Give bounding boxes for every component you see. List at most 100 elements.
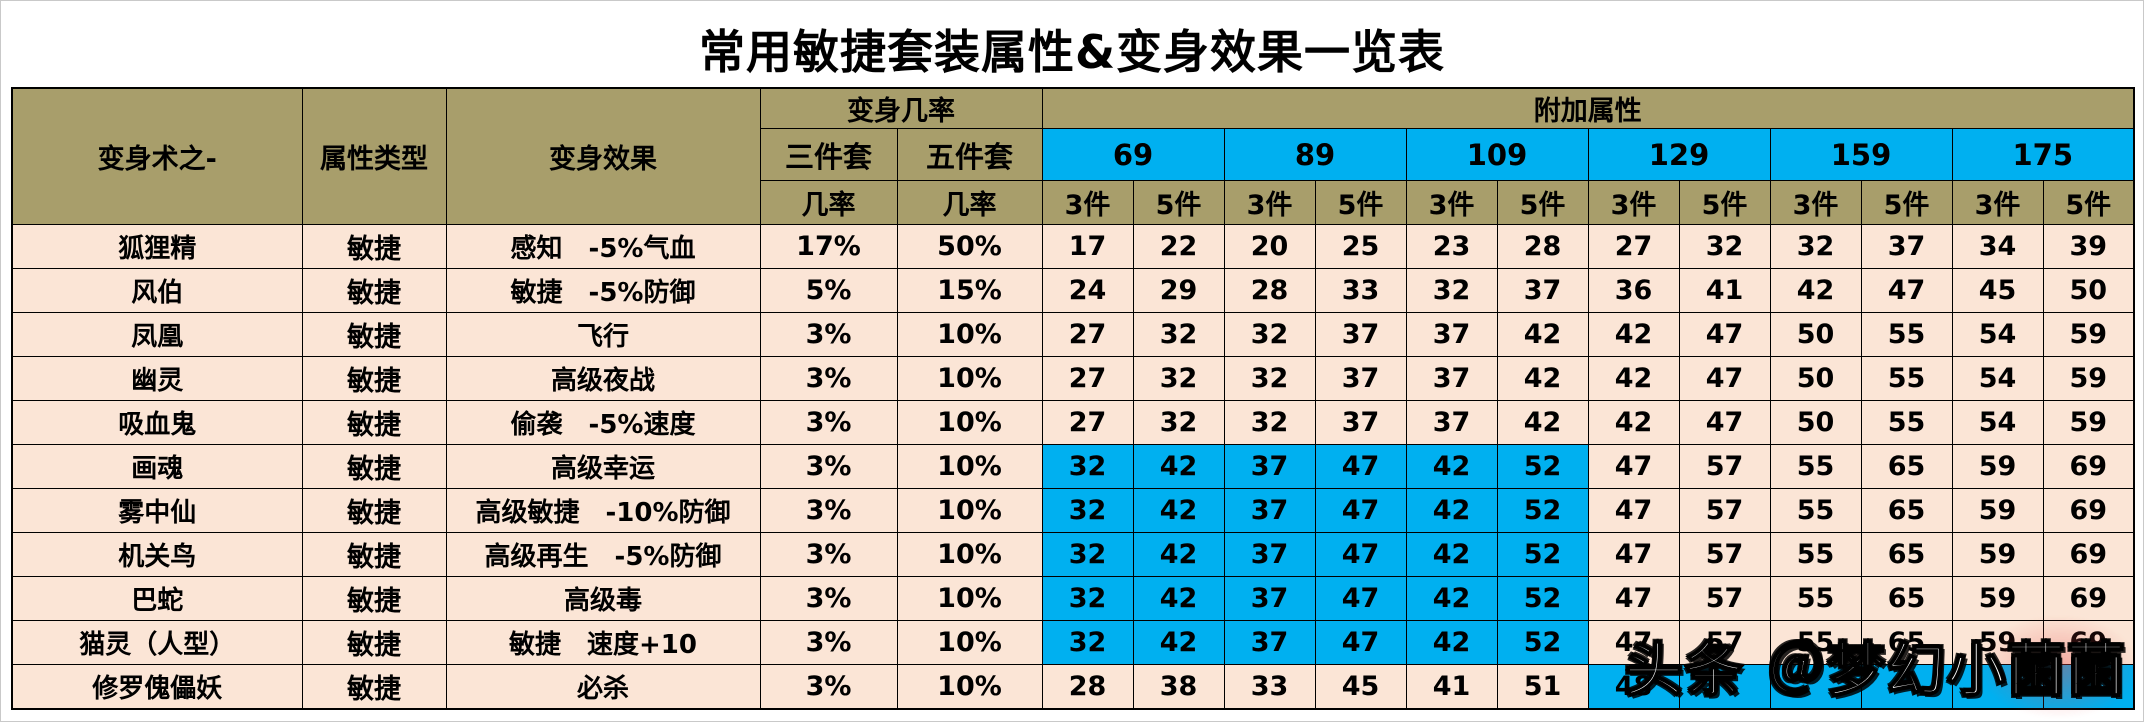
card-name-cell: 风伯 bbox=[11, 268, 303, 313]
header-set5: 五件套 bbox=[896, 128, 1043, 181]
value-cell: 48 bbox=[1587, 664, 1680, 709]
value-cell: 57 bbox=[1678, 532, 1771, 577]
value-cell: 28 bbox=[1496, 224, 1589, 269]
chance-5set-cell: 10% bbox=[896, 532, 1043, 577]
value-cell: 54 bbox=[1951, 312, 2044, 357]
value-cell: 37 bbox=[1860, 224, 1953, 269]
header-level-129: 129 bbox=[1587, 128, 1771, 181]
card-name-cell: 修罗傀儡妖 bbox=[11, 664, 303, 709]
chance-5set-cell: 10% bbox=[896, 488, 1043, 533]
value-cell: 52 bbox=[1496, 532, 1589, 577]
value-cell: 32 bbox=[1041, 576, 1134, 621]
value-cell: 59 bbox=[2042, 400, 2135, 445]
value-cell: 27 bbox=[1041, 312, 1134, 357]
header-level-109: 109 bbox=[1405, 128, 1589, 181]
value-cell: 57 bbox=[1678, 444, 1771, 489]
value-cell: 32 bbox=[1678, 224, 1771, 269]
header-row-levels: 三件套 五件套 69 89 109 129 159 175 bbox=[12, 128, 2135, 181]
card-name-cell: 画魂 bbox=[11, 444, 303, 489]
chance-5set-cell: 50% bbox=[896, 224, 1043, 269]
value-cell bbox=[1951, 664, 2044, 709]
value-cell: 65 bbox=[1860, 532, 1953, 577]
attr-type-cell: 敏捷 bbox=[301, 488, 447, 533]
value-cell: 52 bbox=[1496, 488, 1589, 533]
value-cell: 55 bbox=[1769, 532, 1862, 577]
value-cell: 50 bbox=[1769, 400, 1862, 445]
value-cell: 47 bbox=[1314, 444, 1407, 489]
table-row: 猫灵（人型） 敏捷 敏捷 速度+10 3% 10% 32 42 37 47 42 52 47 57 55 6… bbox=[11, 620, 2135, 665]
card-name-cell: 狐狸精 bbox=[11, 224, 303, 269]
table-body: 狐狸精 敏捷 感知 -5%气血 17% 50% 17 22 20 25 23 28 27 32 32 37 3… bbox=[11, 224, 2135, 709]
chance-5set-cell: 10% bbox=[896, 620, 1043, 665]
header-level-69: 69 bbox=[1041, 128, 1225, 181]
value-cell: 47 bbox=[1678, 312, 1771, 357]
chance-5set-cell: 10% bbox=[896, 400, 1043, 445]
value-cell: 52 bbox=[1496, 620, 1589, 665]
value-cell: 24 bbox=[1041, 268, 1134, 313]
value-cell: 55 bbox=[1769, 444, 1862, 489]
value-cell: 37 bbox=[1314, 400, 1407, 445]
chance-5set-cell: 10% bbox=[896, 576, 1043, 621]
chance-3set-cell: 5% bbox=[759, 268, 898, 313]
value-cell: 23 bbox=[1405, 224, 1498, 269]
chance-3set-cell: 3% bbox=[759, 488, 898, 533]
value-cell: 65 bbox=[1860, 444, 1953, 489]
value-cell: 42 bbox=[1587, 312, 1680, 357]
value-cell: 47 bbox=[1587, 488, 1680, 533]
value-cell: 42 bbox=[1405, 620, 1498, 665]
value-cell: 27 bbox=[1041, 356, 1134, 401]
value-cell: 55 bbox=[1860, 400, 1953, 445]
chance-5set-cell: 10% bbox=[896, 312, 1043, 357]
value-cell: 32 bbox=[1223, 400, 1316, 445]
header-level-89: 89 bbox=[1223, 128, 1407, 181]
value-cell: 59 bbox=[1951, 576, 2044, 621]
effect-cell: 高级再生 -5%防御 bbox=[445, 532, 761, 577]
value-cell: 47 bbox=[1678, 356, 1771, 401]
value-cell: 36 bbox=[1587, 268, 1680, 313]
value-cell: 37 bbox=[1223, 532, 1316, 577]
value-cell: 42 bbox=[1496, 400, 1589, 445]
header-attr-type: 属性类型 bbox=[301, 87, 447, 225]
header-set3: 三件套 bbox=[759, 128, 898, 181]
header-piece5: 5件 bbox=[1860, 180, 1953, 225]
value-cell: 59 bbox=[1951, 444, 2044, 489]
effect-cell: 敏捷 -5%防御 bbox=[445, 268, 761, 313]
effect-cell: 必杀 bbox=[445, 664, 761, 709]
chance-3set-cell: 3% bbox=[759, 532, 898, 577]
chance-3set-cell: 3% bbox=[759, 620, 898, 665]
value-cell: 47 bbox=[1587, 444, 1680, 489]
value-cell: 42 bbox=[1132, 488, 1225, 533]
value-cell: 42 bbox=[1405, 576, 1498, 621]
value-cell: 39 bbox=[2042, 224, 2135, 269]
header-effect: 变身效果 bbox=[445, 87, 761, 225]
attr-type-cell: 敏捷 bbox=[301, 444, 447, 489]
value-cell: 37 bbox=[1314, 312, 1407, 357]
attr-type-cell: 敏捷 bbox=[301, 576, 447, 621]
chance-3set-cell: 17% bbox=[759, 224, 898, 269]
value-cell: 47 bbox=[1860, 268, 1953, 313]
value-cell: 69 bbox=[2042, 488, 2135, 533]
value-cell: 69 bbox=[2042, 444, 2135, 489]
value-cell: 54 bbox=[1951, 400, 2044, 445]
value-cell: 55 bbox=[1860, 312, 1953, 357]
header-chance-5set: 几率 bbox=[896, 180, 1043, 225]
value-cell: 42 bbox=[1132, 620, 1225, 665]
value-cell: 47 bbox=[1314, 532, 1407, 577]
header-chance-group: 变身几率 bbox=[759, 87, 1043, 129]
table-row: 凤凰 敏捷 飞行 3% 10% 27 32 32 37 37 42 42 47 50 55 54 59 bbox=[11, 312, 2135, 357]
value-cell: 47 bbox=[1314, 620, 1407, 665]
chance-3set-cell: 3% bbox=[759, 400, 898, 445]
value-cell: 32 bbox=[1041, 444, 1134, 489]
value-cell: 42 bbox=[1132, 576, 1225, 621]
effect-cell: 高级幸运 bbox=[445, 444, 761, 489]
card-name-cell: 雾中仙 bbox=[11, 488, 303, 533]
value-cell: 27 bbox=[1041, 400, 1134, 445]
value-cell: 37 bbox=[1223, 444, 1316, 489]
header-bonus-group: 附加属性 bbox=[1041, 87, 2135, 129]
header-row-pieces: 几率 几率 3件 5件 3件 5件 3件 5件 3件 5件 3件 5件 3件 5… bbox=[12, 180, 2135, 225]
header-piece5: 5件 bbox=[1314, 180, 1407, 225]
value-cell: 65 bbox=[1860, 620, 1953, 665]
value-cell: 42 bbox=[1132, 532, 1225, 577]
value-cell: 69 bbox=[2042, 576, 2135, 621]
header-piece5: 5件 bbox=[1678, 180, 1771, 225]
